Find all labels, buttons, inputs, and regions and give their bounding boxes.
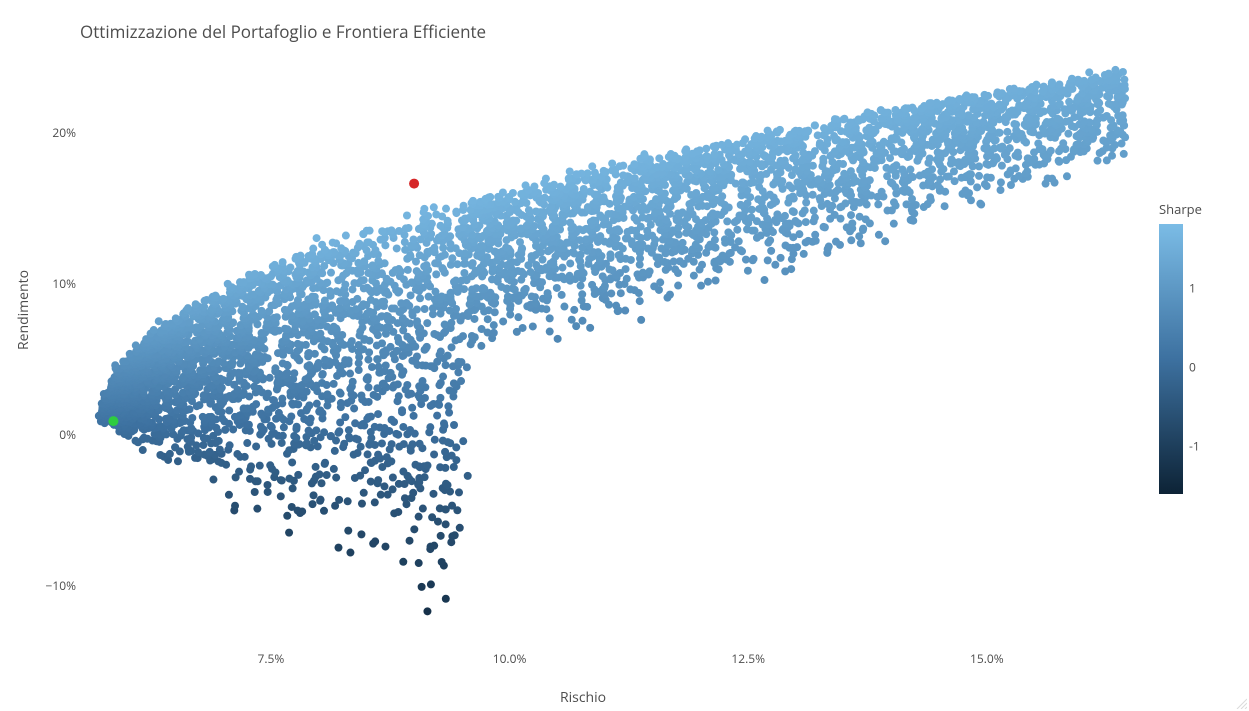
plot-area[interactable] [80, 55, 1130, 645]
y-axis-label: Rendimento [14, 270, 33, 350]
scatter-plot[interactable] [80, 55, 1130, 645]
colorbar-tick: 0 [1189, 358, 1196, 375]
highlight-min-variance[interactable] [108, 416, 118, 426]
x-tick: 10.0% [493, 650, 527, 667]
y-tick: 0% [40, 426, 76, 443]
color-legend: Sharpe 1 0 -1 [1159, 200, 1229, 494]
colorbar-tick: -1 [1189, 438, 1200, 455]
x-axis-label: Rischio [560, 688, 606, 707]
chart-title: Ottimizzazione del Portafoglio e Frontie… [80, 20, 486, 43]
x-tick: 7.5% [258, 650, 285, 667]
x-tick: 12.5% [731, 650, 765, 667]
resize-handle-icon[interactable] [1235, 697, 1247, 709]
highlight-max-sharpe[interactable] [409, 179, 419, 189]
chart-container: Ottimizzazione del Portafoglio e Frontie… [0, 0, 1249, 711]
x-tick: 15.0% [970, 650, 1004, 667]
y-tick: 10% [40, 275, 76, 292]
colorbar-tick: 1 [1189, 279, 1196, 296]
y-tick: −10% [40, 577, 76, 594]
legend-title: Sharpe [1159, 200, 1229, 218]
y-tick: 20% [40, 124, 76, 141]
colorbar[interactable]: 1 0 -1 [1159, 224, 1183, 494]
